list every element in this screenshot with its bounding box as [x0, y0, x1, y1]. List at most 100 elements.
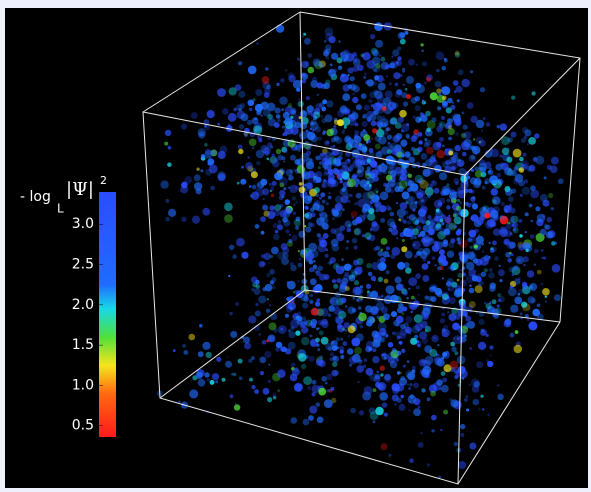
- volume-blob: [325, 48, 331, 54]
- volume-blob: [401, 154, 405, 158]
- colorbar-tick-label: 1.5: [72, 337, 94, 353]
- volume-blob: [431, 429, 434, 432]
- volume-blob: [415, 105, 421, 111]
- volume-blob: [374, 75, 379, 80]
- colorbar-tick-label: 1.0: [72, 377, 94, 393]
- volume-blob: [315, 126, 321, 132]
- volume-blob: [292, 196, 296, 200]
- volume-blob: [340, 338, 343, 341]
- volume-blob: [220, 146, 228, 154]
- volume-blob: [297, 58, 300, 61]
- volume-blob: [431, 296, 437, 302]
- volume-blob: [446, 351, 449, 354]
- volume-blob: [168, 209, 176, 217]
- volume-blob: [338, 311, 346, 319]
- volume-blob: [458, 69, 464, 75]
- volume-blob: [428, 229, 435, 236]
- volume-blob: [309, 159, 312, 162]
- volume-blob: [437, 266, 441, 270]
- volume-blob: [534, 249, 539, 254]
- volume-blob: [399, 110, 407, 118]
- volume-blob: [418, 208, 427, 217]
- volume-blob: [474, 167, 478, 171]
- volume-blob: [406, 134, 410, 138]
- volume-blob: [302, 36, 304, 38]
- volume-blob: [460, 176, 467, 183]
- volume-blob: [440, 318, 445, 323]
- volume-blob: [364, 358, 367, 361]
- volume-blob: [319, 240, 327, 248]
- volume-blob: [304, 184, 307, 187]
- volume-blob: [364, 73, 367, 76]
- volume-blob: [507, 258, 512, 263]
- volume-blob: [276, 114, 281, 119]
- volume-blob: [315, 301, 320, 306]
- volume-blob: [475, 170, 482, 177]
- volume-blob: [376, 371, 379, 374]
- volume-blob: [439, 249, 445, 255]
- volume-blob: [390, 254, 395, 259]
- volume-blob: [380, 337, 385, 342]
- volume-blob: [465, 316, 471, 322]
- volume-blob: [408, 409, 410, 411]
- volume-blob: [449, 192, 457, 200]
- volume-blob: [525, 212, 529, 216]
- volume-blob: [288, 75, 295, 82]
- volume-blob: [491, 247, 496, 252]
- volume-blob: [447, 311, 449, 313]
- volume-blob: [295, 144, 301, 150]
- volume-blob: [252, 185, 257, 190]
- volume-blob: [254, 288, 261, 295]
- volume-blob: [321, 376, 327, 382]
- volume-blob: [378, 83, 386, 91]
- volume-blob: [458, 461, 466, 469]
- volume-blob: [336, 278, 341, 283]
- volume-blob: [362, 149, 367, 154]
- volume-blob: [378, 322, 387, 331]
- volume-blob: [499, 227, 507, 235]
- volume-blob: [323, 130, 326, 133]
- volume-blob: [432, 181, 435, 184]
- volume-blob: [387, 295, 390, 298]
- volume-blob: [312, 203, 319, 210]
- volume-blob: [336, 266, 344, 274]
- volume-blob: [458, 159, 461, 162]
- volume-blob: [426, 147, 434, 155]
- volume-blob: [386, 270, 390, 274]
- volume-blob: [430, 391, 436, 397]
- volume-blob: [329, 192, 331, 194]
- volume-blob: [287, 281, 290, 284]
- volume-blob: [298, 263, 303, 268]
- volume-blob: [336, 233, 344, 241]
- volume-blob: [279, 190, 285, 196]
- volume-blob: [397, 46, 401, 50]
- volume-blob: [359, 410, 364, 415]
- volume-blob: [554, 241, 557, 244]
- volume-blob: [426, 77, 431, 82]
- volume-blob: [328, 196, 332, 200]
- volume-blob: [239, 124, 244, 129]
- volume-blob: [518, 219, 522, 223]
- volume-blob: [379, 54, 381, 56]
- volume-blob: [365, 232, 372, 239]
- volume-blob: [299, 182, 303, 186]
- volume-blob: [483, 207, 486, 210]
- volume-blob: [327, 389, 331, 393]
- volume-blob: [266, 273, 270, 277]
- volume-blob: [371, 276, 376, 281]
- volume-blob: [425, 356, 434, 365]
- volume-blob: [397, 336, 401, 340]
- volume-blob: [198, 379, 206, 387]
- volume-blob: [356, 365, 364, 373]
- volume-blob: [405, 316, 412, 323]
- volume-blob: [411, 296, 415, 300]
- volume-blob: [358, 306, 362, 310]
- volume-blob: [375, 144, 381, 150]
- volume-blob: [408, 288, 410, 290]
- volume-blob: [443, 410, 448, 415]
- volume-blob: [356, 104, 362, 110]
- volume-blob: [464, 131, 472, 139]
- volume-blob: [438, 92, 442, 96]
- volume-blob: [533, 157, 536, 160]
- volume-blob: [514, 345, 522, 353]
